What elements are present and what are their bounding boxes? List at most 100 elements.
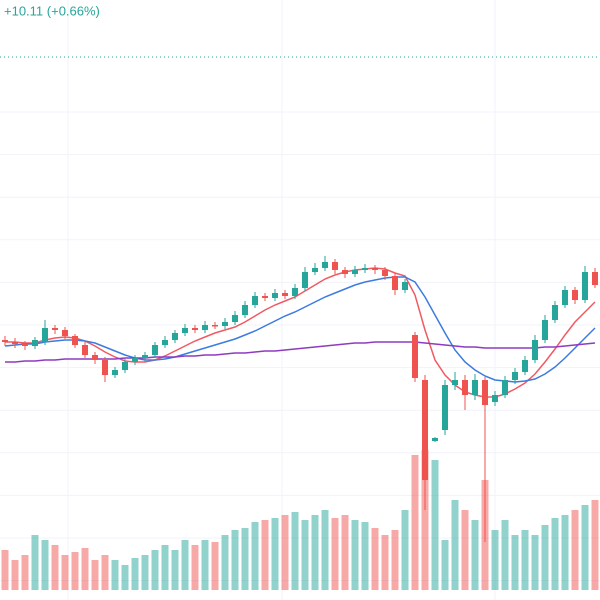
volume-bar [191,545,199,590]
candle-body [172,333,178,340]
volume-bar [531,535,539,590]
volume-bar [351,520,359,590]
candle-body [412,335,418,378]
volume-bar [561,515,569,590]
volume-bar [211,542,219,590]
volume-bar [161,545,169,590]
volume-bar [591,500,599,590]
volume-bar [81,548,89,590]
candle-body [562,290,568,305]
volume-bar [281,515,289,590]
candle-body [572,290,578,300]
candle-body [52,328,58,330]
candle-body [552,305,558,320]
candle-body [122,362,128,370]
volume-bar [391,530,399,590]
volume-bar [491,530,499,590]
candle-body [332,262,338,270]
change-label: +10.11 (+0.66%) [4,3,100,18]
volume-bar [371,528,379,590]
volume-bar [111,560,119,590]
candle-body [262,296,268,298]
volume-bar [521,530,529,590]
candle-body [322,262,328,268]
volume-bar [11,560,19,590]
candle-body [502,380,508,395]
candle-body [152,345,158,355]
candle-body [142,355,148,358]
candle-body [212,325,218,327]
candle-body [22,344,28,346]
volume-bar [551,518,559,590]
volume-bar [91,560,99,590]
volume-bar [291,512,299,590]
candle-body [132,358,138,362]
candle-body [382,270,388,276]
candle-body [232,315,238,322]
volume-bar [271,518,279,590]
candle-body [202,325,208,330]
candle-body [32,340,38,346]
candle-body [272,293,278,298]
moving-average-line [4,276,596,383]
candle-body [72,336,78,345]
volume-bar [431,460,439,590]
volume-bar [511,535,519,590]
volume-bar [341,515,349,590]
volume-bar [101,555,109,590]
candle-body [432,438,438,441]
candle-body [362,268,368,270]
volume-bar [311,515,319,590]
candle-body [102,360,108,375]
candle-body [392,276,398,290]
volume-bar [201,540,209,590]
candle-body [62,330,68,336]
volume-bar [401,510,409,590]
volume-bar [41,540,49,590]
candle-body [302,272,308,288]
candle-body [282,293,288,296]
volume-bar [151,550,159,590]
candle-body [312,268,318,272]
candle-body [442,385,448,430]
candle-body [522,360,528,372]
candle-body [592,272,598,285]
candle-body [192,328,198,330]
candle-body [482,380,488,405]
candle-body [222,322,228,326]
candle-body [422,380,428,480]
moving-average-line [5,267,596,398]
candle-body [472,380,478,395]
volume-bar [51,545,59,590]
volume-bar [221,535,229,590]
candle-body [12,342,18,344]
volume-bar [451,500,459,590]
volume-bar [541,525,549,590]
volume-bar [251,522,259,590]
candle-body [352,270,358,274]
volume-bar [231,530,239,590]
candle-body [542,320,548,340]
volume-bar [241,528,249,590]
volume-bar [331,518,339,590]
candle-body [512,372,518,380]
volume-bar [301,520,309,590]
volume-bar [581,505,589,590]
volume-bar [321,510,329,590]
volume-bar [61,555,69,590]
candle-body [42,328,48,342]
volume-bar [501,520,509,590]
candle-body [372,268,378,270]
candle-body [402,282,408,290]
volume-bar [71,552,79,590]
volume-bar [141,555,149,590]
candle-body [532,340,538,360]
volume-bar [131,558,139,590]
volume-bar [21,555,29,590]
volume-bar [421,450,429,590]
candle-body [252,296,258,305]
candle-body [462,380,468,395]
candle-body [582,272,588,300]
